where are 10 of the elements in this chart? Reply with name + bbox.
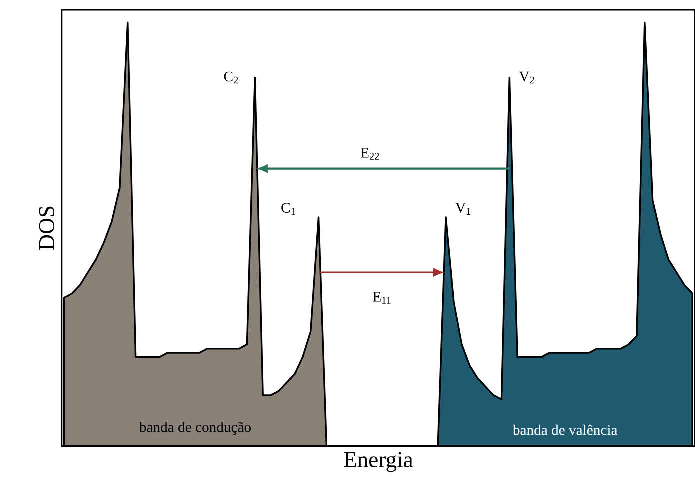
annotation: V$_{1}$ — [456, 202, 471, 215]
annotation: E$_{11}$ — [373, 292, 391, 304]
y-axis-title: DOS — [39, 206, 55, 250]
annotation: C$_{1}$ — [282, 202, 296, 215]
annotation: V$_{2}$ — [519, 72, 534, 84]
series-label: banda de condução — [139, 422, 251, 435]
annotation: C$_{2}$ — [224, 72, 238, 84]
series-label: banda de valência — [512, 424, 618, 435]
annotation: E$_{22}$ — [360, 148, 380, 160]
x-axis-title: Energia — [344, 452, 414, 472]
